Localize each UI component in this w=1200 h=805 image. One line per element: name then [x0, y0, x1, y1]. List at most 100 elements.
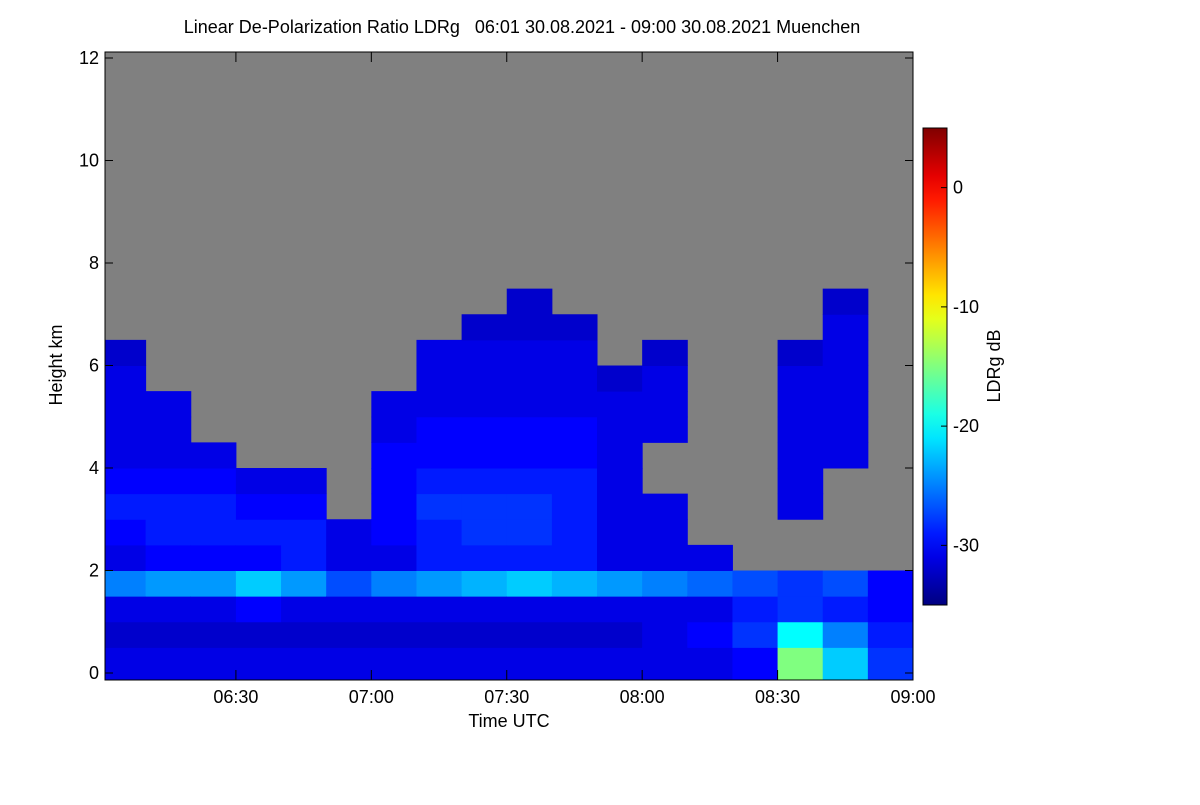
heatmap-cell — [551, 391, 598, 418]
heatmap-cell — [506, 442, 553, 469]
heatmap-cell — [326, 647, 372, 681]
colorbar-label: LDRg dB — [984, 329, 1004, 402]
heatmap-cell — [105, 493, 147, 520]
heatmap-cell — [642, 596, 688, 623]
heatmap-cell — [506, 544, 553, 571]
heatmap-cell — [687, 647, 733, 681]
heatmap-cell — [642, 391, 688, 418]
heatmap-cell — [777, 365, 824, 392]
heatmap-cell — [326, 519, 372, 546]
heatmap-cell — [822, 570, 869, 597]
heatmap-cell — [461, 621, 508, 648]
heatmap-cell — [145, 596, 192, 623]
heatmap-cell — [145, 468, 192, 495]
heatmap-cell — [551, 493, 598, 520]
heatmap-cell — [326, 570, 372, 597]
heatmap-cell — [777, 339, 824, 366]
heatmap-cell — [281, 596, 327, 623]
heatmap-cell — [105, 544, 147, 571]
chart-title: Linear De-Polarization Ratio LDRg 06:01 … — [184, 17, 860, 37]
heatmap-cell — [105, 391, 147, 418]
y-axis-label: Height km — [46, 324, 66, 405]
heatmap-cell — [642, 570, 688, 597]
heatmap-cell — [506, 365, 553, 392]
heatmap-cell — [105, 416, 147, 443]
x-tick-label: 07:30 — [484, 687, 529, 707]
heatmap-cell — [642, 365, 688, 392]
heatmap-cell — [551, 596, 598, 623]
colorbar-tick-label: -10 — [953, 297, 979, 317]
heatmap-cell — [190, 647, 237, 681]
heatmap-cell — [190, 570, 237, 597]
heatmap-cell — [822, 621, 869, 648]
heatmap-cell — [281, 647, 327, 681]
heatmap-cell — [416, 570, 463, 597]
heatmap-cell — [732, 570, 779, 597]
heatmap-cell — [416, 339, 463, 366]
heatmap-cell — [371, 519, 417, 546]
heatmap-cell — [105, 365, 147, 392]
heatmap-cell — [105, 647, 147, 681]
heatmap-cell — [105, 596, 147, 623]
heatmap-cell — [416, 468, 463, 495]
heatmap-cell — [416, 544, 463, 571]
heatmap-cell — [506, 621, 553, 648]
heatmap-cell — [822, 339, 869, 366]
heatmap-cell — [105, 621, 147, 648]
heatmap-cell — [326, 621, 372, 648]
heatmap-cell — [235, 544, 282, 571]
heatmap-cell — [822, 647, 869, 681]
heatmap-cell — [506, 416, 553, 443]
heatmap-cell — [416, 416, 463, 443]
heatmap-cell — [597, 493, 643, 520]
heatmap-cell — [326, 596, 372, 623]
heatmap-cell — [732, 621, 779, 648]
heatmap-cell — [145, 493, 192, 520]
heatmap-cell — [732, 596, 779, 623]
x-tick-label: 07:00 — [349, 687, 394, 707]
heatmap-cell — [281, 519, 327, 546]
heatmap-cell — [551, 442, 598, 469]
heatmap-cell — [506, 314, 553, 341]
heatmap-cell — [461, 570, 508, 597]
heatmap-cell — [822, 596, 869, 623]
heatmap-cell — [461, 314, 508, 341]
heatmap-cell — [642, 339, 688, 366]
colorbar-tick-label: 0 — [953, 178, 963, 198]
heatmap-cell — [371, 493, 417, 520]
heatmap-cell — [371, 570, 417, 597]
heatmap-cell — [145, 621, 192, 648]
heatmap-cell — [416, 647, 463, 681]
heatmap-cell — [867, 570, 914, 597]
heatmap-cell — [371, 544, 417, 571]
heatmap-cell — [145, 544, 192, 571]
heatmap-cell — [506, 519, 553, 546]
heatmap-cell — [687, 570, 733, 597]
heatmap-cell — [597, 365, 643, 392]
heatmap-cell — [371, 442, 417, 469]
heatmap-cell — [461, 493, 508, 520]
y-tick-label: 8 — [89, 253, 99, 273]
heatmap-cell — [235, 570, 282, 597]
heatmap-cell — [642, 647, 688, 681]
heatmap-cell — [371, 596, 417, 623]
heatmap-cell — [190, 442, 237, 469]
heatmap-cell — [642, 621, 688, 648]
heatmap-cell — [235, 493, 282, 520]
heatmap-cell — [822, 314, 869, 341]
heatmap-cell — [190, 544, 237, 571]
heatmap-cell — [867, 596, 914, 623]
heatmap-cell — [190, 596, 237, 623]
heatmap-cell — [687, 596, 733, 623]
heatmap-cell — [416, 391, 463, 418]
heatmap-cell — [235, 519, 282, 546]
colorbar-tick-label: -20 — [953, 416, 979, 436]
heatmap-cell — [597, 391, 643, 418]
heatmap-cell — [281, 544, 327, 571]
heatmap-cell — [822, 288, 869, 315]
heatmap-cell — [145, 570, 192, 597]
heatmap-cell — [777, 647, 824, 681]
heatmap-cell — [416, 596, 463, 623]
heatmap-cell — [777, 391, 824, 418]
heatmap-cell — [551, 365, 598, 392]
